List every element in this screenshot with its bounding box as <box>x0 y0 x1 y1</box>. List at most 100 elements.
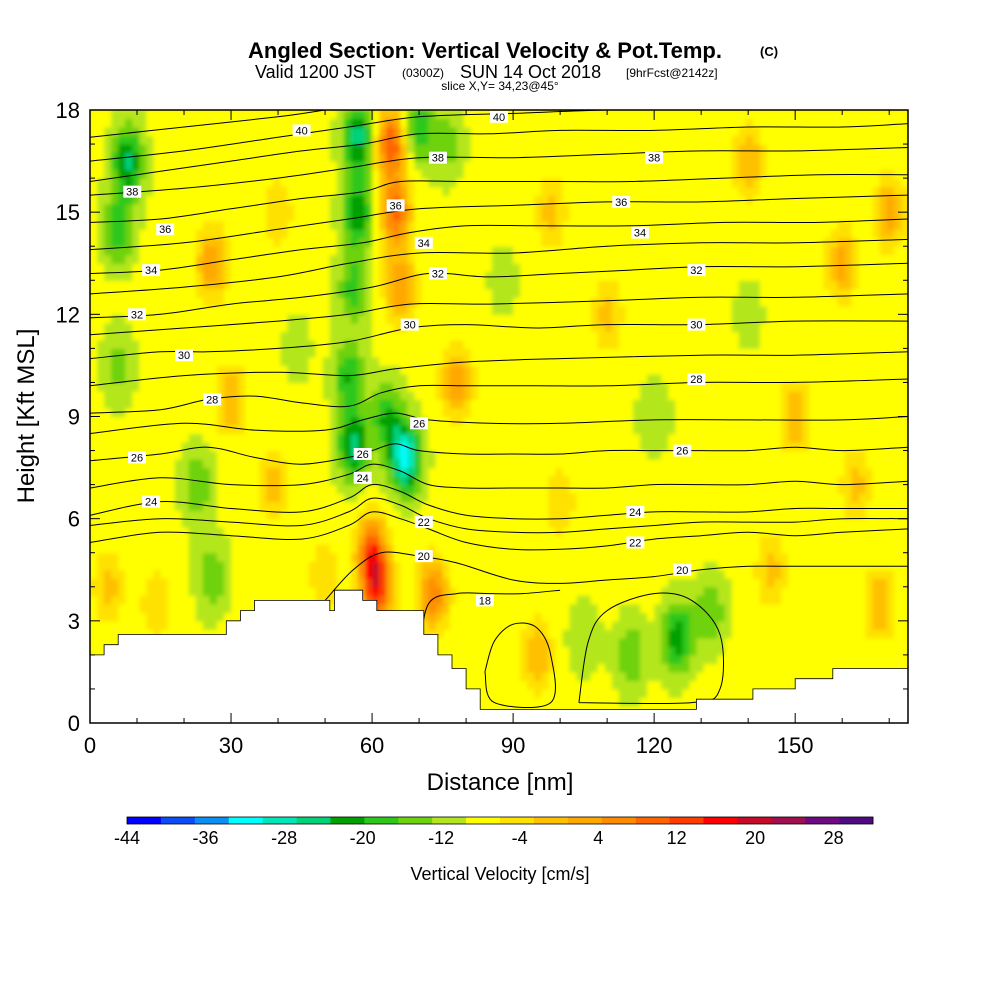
velocity-cell <box>287 271 296 281</box>
velocity-cell <box>520 203 528 213</box>
velocity-cell <box>90 459 98 469</box>
velocity-cell <box>372 178 380 188</box>
velocity-cell <box>132 484 140 494</box>
velocity-cell <box>223 535 232 545</box>
velocity-cell <box>329 399 338 409</box>
velocity-cell <box>372 161 380 171</box>
velocity-cell <box>393 450 401 460</box>
velocity-cell <box>484 322 493 332</box>
velocity-cell <box>484 339 493 349</box>
velocity-cell <box>174 339 183 349</box>
velocity-cell <box>174 246 183 256</box>
velocity-cell <box>407 569 415 579</box>
velocity-cell <box>456 578 465 588</box>
velocity-cell <box>259 110 267 120</box>
velocity-cell <box>153 186 162 196</box>
velocity-cell <box>202 493 211 503</box>
velocity-cell <box>322 390 331 401</box>
velocity-cell <box>513 416 521 426</box>
velocity-cell <box>132 212 140 222</box>
velocity-cell <box>499 229 507 239</box>
velocity-cell <box>379 305 387 315</box>
velocity-cell <box>484 280 493 290</box>
velocity-cell <box>280 331 289 341</box>
velocity-cell <box>491 416 500 426</box>
velocity-cell <box>322 561 331 571</box>
velocity-cell <box>400 450 408 460</box>
velocity-cell <box>139 246 148 256</box>
velocity-cell <box>125 365 133 375</box>
velocity-cell <box>294 339 303 349</box>
velocity-cell <box>470 288 479 298</box>
velocity-cell <box>125 527 133 537</box>
velocity-cell <box>329 280 338 290</box>
velocity-cell <box>104 169 112 179</box>
velocity-cell <box>541 595 549 605</box>
velocity-cell <box>350 390 359 401</box>
velocity-cell <box>90 305 98 315</box>
velocity-cell <box>449 305 458 315</box>
velocity-cell <box>266 595 274 605</box>
velocity-cell <box>238 510 246 520</box>
velocity-cell <box>111 595 119 605</box>
velocity-cell <box>195 254 204 264</box>
velocity-cell <box>308 578 317 588</box>
velocity-cell <box>111 152 119 162</box>
velocity-cell <box>562 288 571 298</box>
velocity-cell <box>414 127 423 137</box>
velocity-cell <box>90 246 98 256</box>
velocity-cell <box>181 305 190 315</box>
velocity-cell <box>202 127 211 137</box>
velocity-cell <box>188 263 197 273</box>
velocity-cell <box>569 118 578 128</box>
velocity-cell <box>421 510 430 520</box>
velocity-cell <box>308 510 317 520</box>
velocity-cell <box>139 561 148 571</box>
velocity-cell <box>216 535 225 545</box>
velocity-cell <box>541 203 549 213</box>
velocity-cell <box>287 407 296 418</box>
velocity-cell <box>357 356 366 367</box>
velocity-cell <box>231 280 239 290</box>
velocity-cell <box>315 450 324 460</box>
velocity-cell <box>231 135 239 145</box>
velocity-cell <box>160 297 169 307</box>
velocity-cell <box>125 220 133 230</box>
velocity-cell <box>527 237 535 247</box>
velocity-cell <box>520 637 528 647</box>
velocity-cell <box>484 510 493 520</box>
velocity-cell <box>195 195 204 205</box>
velocity-cell <box>379 229 387 239</box>
velocity-cell <box>534 671 542 682</box>
velocity-cell <box>167 263 176 273</box>
velocity-cell <box>273 297 281 307</box>
velocity-cell <box>400 603 408 613</box>
velocity-cell <box>294 356 303 367</box>
velocity-cell <box>541 331 549 341</box>
velocity-cell <box>576 654 585 664</box>
velocity-cell <box>562 314 571 324</box>
velocity-cell <box>562 637 571 647</box>
velocity-cell <box>329 110 338 120</box>
velocity-cell <box>541 271 549 281</box>
velocity-cell <box>259 561 267 571</box>
velocity-cell <box>386 578 394 588</box>
velocity-cell <box>294 569 303 579</box>
velocity-cell <box>393 518 401 528</box>
velocity-cell <box>132 382 140 392</box>
velocity-cell <box>259 152 267 162</box>
velocity-cell <box>223 237 232 247</box>
velocity-cell <box>555 169 564 179</box>
velocity-cell <box>555 212 564 222</box>
velocity-cell <box>132 178 140 188</box>
velocity-cell <box>477 501 486 511</box>
velocity-cell <box>499 237 507 247</box>
velocity-cell <box>548 348 557 358</box>
velocity-cell <box>125 135 133 145</box>
velocity-cell <box>188 433 197 443</box>
velocity-cell <box>294 254 303 264</box>
velocity-cell <box>400 263 408 273</box>
velocity-cell <box>386 186 394 196</box>
velocity-cell <box>167 271 176 281</box>
velocity-cell <box>259 297 267 307</box>
